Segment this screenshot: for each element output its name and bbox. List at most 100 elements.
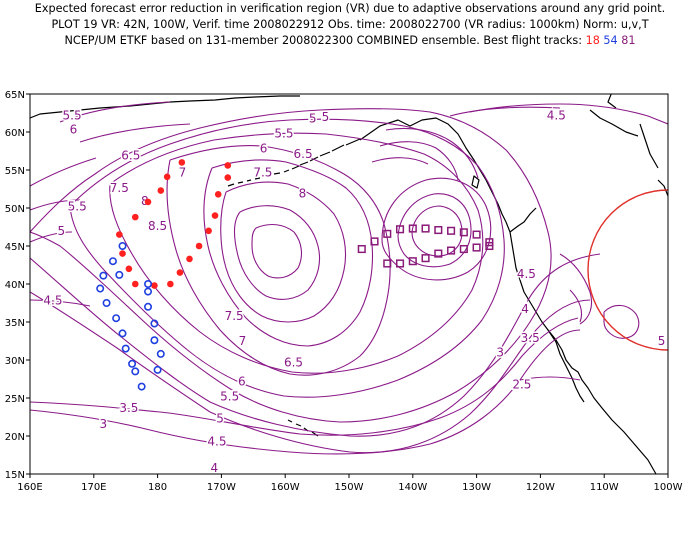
contour-5 (30, 108, 552, 423)
contour-north-6-5 (379, 141, 459, 181)
track-81-point (434, 249, 443, 258)
lat-label: 30N (5, 356, 25, 367)
contour-label: 5.5 (63, 108, 82, 122)
track-54-point (153, 365, 162, 374)
north-pacific-coast-east (509, 207, 537, 233)
track-81-point (357, 244, 366, 254)
contour-ring-5 (603, 304, 640, 339)
contour-west-6 (30, 157, 97, 187)
track-81-point (383, 229, 392, 238)
lat-label: 15N (5, 470, 25, 481)
lon-label: 180 (148, 482, 167, 493)
contour-e-3-5 (569, 289, 583, 323)
contour-east-8 (411, 205, 463, 257)
contour-label: 2.5 (512, 377, 531, 391)
track-54-point (137, 382, 146, 391)
track-54-point (144, 302, 153, 311)
track-18-point (205, 227, 212, 235)
lat-label: 40N (5, 280, 25, 291)
contour-nw-6 (79, 123, 191, 143)
track-81-point (421, 254, 430, 263)
contour-4 (30, 291, 591, 454)
contour-label: 7.5 (225, 309, 244, 323)
lat-label: 60N (5, 128, 25, 139)
track-81-point (434, 225, 443, 235)
lat-label: 20N (5, 432, 25, 443)
lon-label: 110W (590, 482, 619, 493)
contour-label: 6.5 (121, 149, 140, 163)
track-18-point (151, 282, 158, 289)
contour-ne-5 (449, 106, 561, 117)
track-54-point (102, 298, 111, 307)
contour-3-5 (30, 317, 579, 436)
contour-label: 7.5 (253, 165, 272, 179)
lat-label: 25N (5, 394, 25, 405)
lon-label: 120W (526, 482, 555, 493)
track-81-point (485, 241, 494, 251)
track-81-point (459, 244, 468, 254)
track-81-point (408, 257, 417, 266)
contour-west-5-5 (30, 199, 81, 211)
contour-label: 4.5 (547, 108, 566, 122)
track-54-point (121, 344, 130, 353)
track-18-point (195, 242, 203, 250)
track-54-point (150, 319, 159, 328)
track-81-point (472, 230, 481, 239)
contour-label: 5 (658, 334, 666, 348)
contour-label: 3 (496, 345, 504, 359)
track-54-point (118, 242, 127, 251)
contour-label: 3.5 (521, 331, 540, 345)
contour-label: 5 (322, 110, 330, 124)
contour-5-5 (69, 118, 505, 398)
lat-label: 55N (5, 166, 25, 177)
axes: 160E 170E 180 170W 160W 150W 140W 130W 120W 110W 1… (5, 90, 683, 493)
track-81-point (395, 225, 405, 234)
contour-label: 5 (309, 111, 317, 125)
contour-label: 8.5 (148, 219, 167, 233)
contour-label: 7 (239, 334, 247, 348)
west-coast (505, 221, 657, 474)
contour-label: 3 (100, 417, 108, 431)
track-18-label: 18 (585, 34, 600, 47)
track-54-point (115, 270, 124, 279)
track-54-point (96, 284, 105, 293)
contour-label: 6.5 (294, 147, 313, 161)
lon-label: 150W (335, 482, 364, 493)
contour-e-4 (559, 253, 593, 325)
canada-interior-coast (589, 94, 659, 169)
contour-label: 5.5 (274, 127, 293, 141)
contour-label: 4 (521, 302, 529, 316)
track-54-point (99, 271, 108, 280)
contour-west-4-5 (30, 299, 91, 307)
lon-label: 140W (398, 482, 427, 493)
track-18-point (211, 212, 219, 219)
track-54-point (144, 279, 153, 288)
aleutian-chain (227, 138, 361, 187)
lat-label: 50N (5, 204, 25, 215)
contour-label: 5 (57, 224, 65, 238)
track-18-point (167, 280, 174, 288)
track-81-point (408, 224, 417, 233)
contour-label: 5 (216, 412, 224, 426)
lon-label: 130W (462, 482, 491, 493)
contour-label: 6 (70, 123, 78, 137)
track-54-point (108, 257, 117, 266)
contour-west-5 (30, 231, 73, 243)
track-18-point (119, 250, 126, 257)
track-18-point (131, 280, 139, 288)
contour-label: 8 (299, 187, 307, 201)
track-81-label: 81 (621, 34, 636, 47)
track-81-point (383, 259, 392, 268)
contour-6-5 (166, 145, 391, 376)
track-18-point (116, 231, 123, 238)
haida-gwaii (471, 175, 480, 189)
header-line-2: PLOT 19 VR: 42N, 100W, Verif. time 20080… (51, 18, 649, 31)
plot-header: Expected forecast error reduction in ver… (0, 0, 700, 80)
header-line-3-prefix: NCEP/UM ETKF based on 131-member 2008022… (64, 34, 583, 47)
track-18-point (214, 191, 222, 198)
header-line-1: Expected forecast error reduction in ver… (34, 2, 666, 15)
track-81-point (395, 259, 405, 268)
contour-label: 3.5 (119, 401, 138, 415)
contour-7-5 (220, 181, 347, 323)
